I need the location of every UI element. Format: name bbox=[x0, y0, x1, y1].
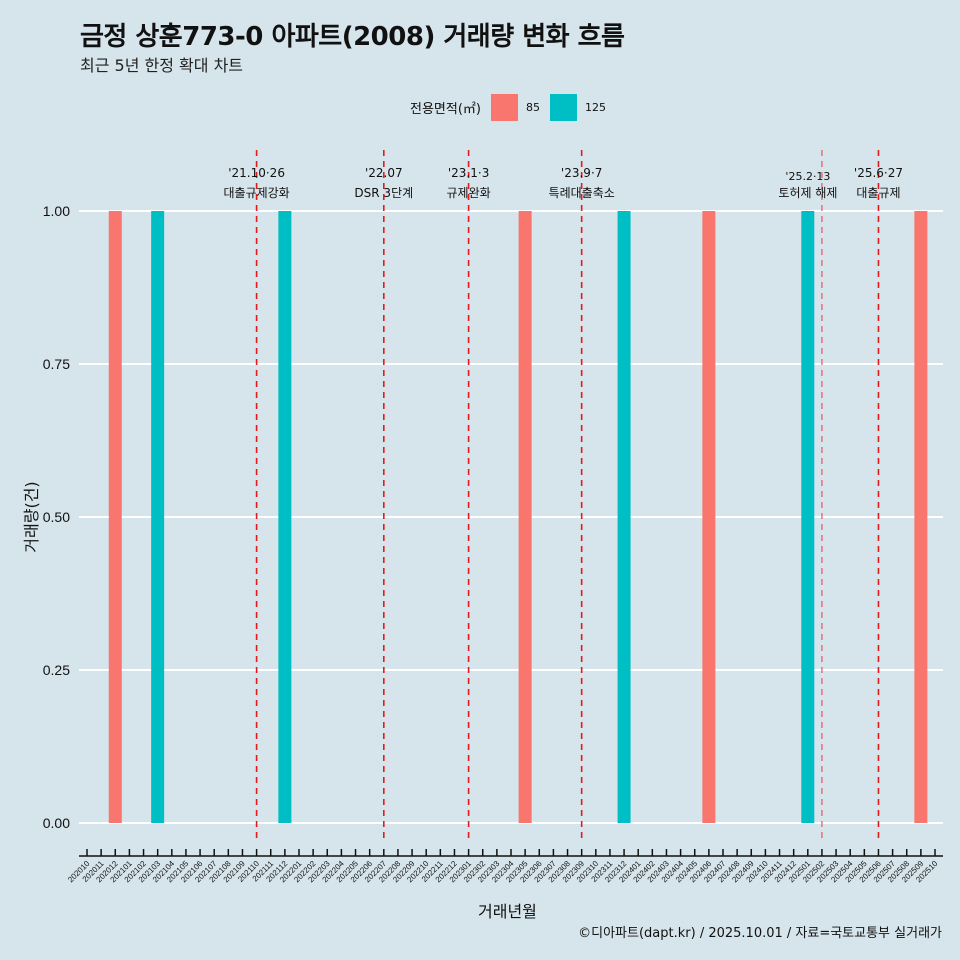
x-axis-label: 거래년월 bbox=[478, 902, 537, 921]
y-axis-label: 거래량(건) bbox=[22, 481, 41, 553]
bar-85-202305 bbox=[518, 211, 532, 823]
y-tick-label: 0.00 bbox=[43, 815, 70, 831]
annotation-date: '21.10·26 bbox=[228, 166, 285, 180]
legend-swatch-85 bbox=[490, 93, 518, 121]
chart-subtitle: 최근 5년 한정 확대 차트 bbox=[80, 56, 244, 75]
annotation-date: '25.2·13 bbox=[785, 170, 830, 183]
y-tick-label: 0.75 bbox=[43, 356, 70, 372]
annotation-date: '23.9·7 bbox=[561, 166, 602, 180]
annotation-date: '25.6·27 bbox=[854, 166, 903, 180]
chart-title: 금정 상훈773-0 아파트(2008) 거래량 변화 흐름 bbox=[80, 22, 625, 52]
y-tick-label: 1.00 bbox=[43, 203, 70, 219]
bar-125-202501 bbox=[801, 211, 815, 823]
bar-125-202103 bbox=[151, 211, 165, 823]
annotation-label: 특례대출축소 bbox=[549, 186, 615, 200]
bar-85-202406 bbox=[702, 211, 716, 823]
y-tick-label: 0.25 bbox=[43, 662, 70, 678]
bar-125-202112 bbox=[278, 211, 292, 823]
annotation-label: 규제완화 bbox=[447, 186, 491, 200]
legend-label-125: 125 bbox=[584, 100, 606, 114]
bar-125-202312 bbox=[617, 211, 631, 823]
y-tick-label: 0.50 bbox=[43, 509, 70, 525]
annotation-label: 토허제 해제 bbox=[778, 186, 837, 200]
bar-85-202012 bbox=[108, 211, 122, 823]
legend-swatch-125 bbox=[549, 93, 577, 121]
legend-title: 전용면적(㎡) bbox=[410, 101, 481, 117]
annotation-label: 대출규제 bbox=[856, 186, 900, 200]
annotation-date: '23.1·3 bbox=[448, 166, 489, 180]
annotation-label: 대출규제강화 bbox=[223, 186, 289, 200]
bar-85-202509 bbox=[914, 211, 928, 823]
legend-label-85: 85 bbox=[525, 100, 540, 114]
footer-source: ©디아파트(dapt.kr) / 2025.10.01 / 자료=국토교통부 실… bbox=[578, 926, 942, 941]
annotation-label: DSR 3단계 bbox=[354, 186, 413, 200]
legend: 전용면적(㎡) 85 125 bbox=[410, 93, 616, 121]
annotation-date: '22.07 bbox=[365, 166, 403, 180]
